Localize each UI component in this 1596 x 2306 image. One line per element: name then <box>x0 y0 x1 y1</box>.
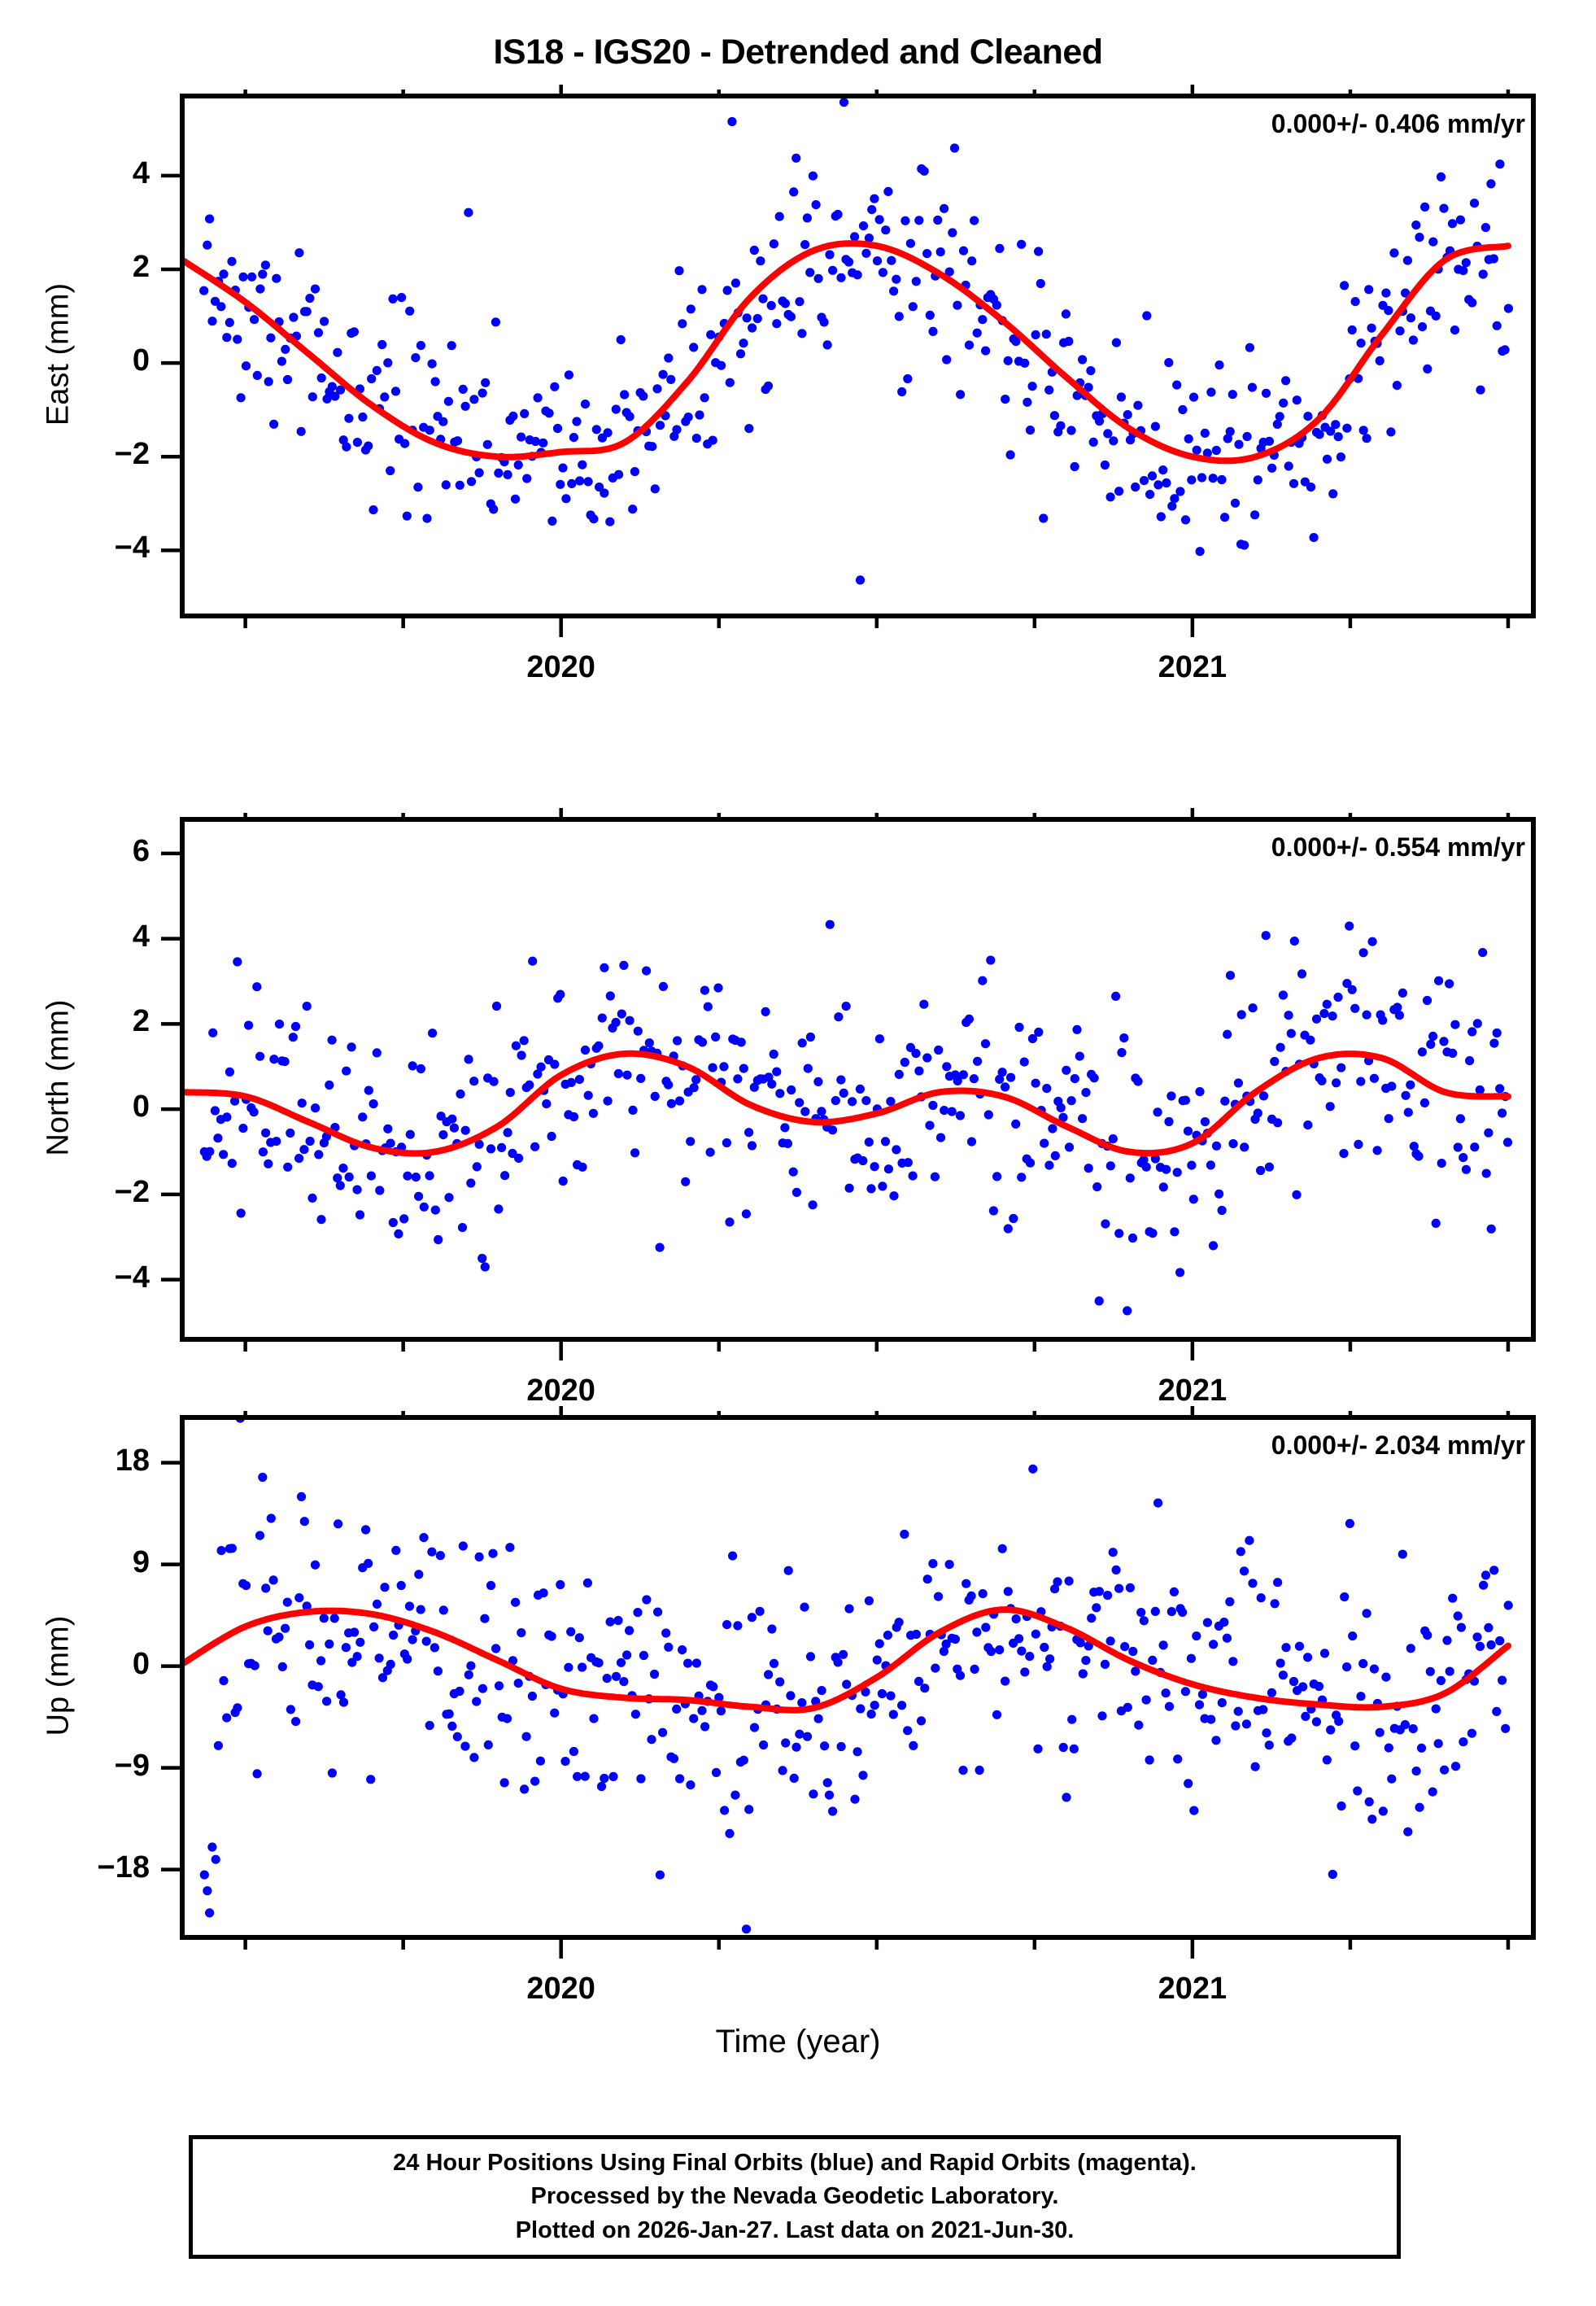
y-tick-label: 0 <box>132 1646 150 1681</box>
y-tick-label: −2 <box>114 1174 150 1209</box>
x-tick-label: 2021 <box>1158 1374 1228 1408</box>
fit-line <box>182 240 1511 465</box>
y-tick-label: 2 <box>132 250 150 284</box>
data-layer <box>182 98 1513 585</box>
scatter-points <box>199 98 1513 585</box>
x-tick-label: 2021 <box>1158 1972 1228 2006</box>
data-layer <box>182 919 1513 1316</box>
data-layer <box>182 1417 1513 1934</box>
footer-caption-box: 24 Hour Positions Using Final Orbits (bl… <box>189 2135 1401 2259</box>
axes-east <box>161 85 1536 637</box>
axes-frame <box>180 1415 1536 1940</box>
rate-annotation-north: 0.000+/- 0.554 mm/yr <box>1271 832 1525 862</box>
axes-north <box>161 808 1536 1360</box>
y-tick-label: −2 <box>114 437 150 472</box>
x-tick-label: 2021 <box>1158 650 1228 684</box>
y-tick-label: 2 <box>132 1004 150 1039</box>
y-tick-label: 6 <box>132 833 150 868</box>
footer-line-1: 24 Hour Positions Using Final Orbits (bl… <box>393 2150 1197 2177</box>
y-tick-label: 4 <box>132 155 150 190</box>
y-tick-label: −4 <box>114 531 150 566</box>
rate-annotation-east: 0.000+/- 0.406 mm/yr <box>1271 109 1525 138</box>
x-tick-label: 2020 <box>526 1972 595 2006</box>
y-tick-label: −9 <box>114 1748 150 1783</box>
fit-line <box>182 1606 1511 1714</box>
y-tick-label: 0 <box>132 343 150 378</box>
y-tick-label: −4 <box>114 1260 150 1295</box>
y-tick-label: 0 <box>132 1090 150 1125</box>
footer-line-3: Plotted on 2026-Jan-27. Last data on 202… <box>515 2216 1075 2243</box>
scatter-points <box>199 1417 1513 1934</box>
axes-frame <box>180 94 1536 618</box>
y-tick-label: 4 <box>132 919 150 954</box>
y-tick-label: 9 <box>132 1544 150 1579</box>
y-tick-label: −18 <box>97 1850 150 1885</box>
rate-annotation-up: 0.000+/- 2.034 mm/yr <box>1271 1430 1525 1460</box>
footer-line-2: Processed by the Nevada Geodetic Laborat… <box>530 2183 1059 2210</box>
axes-frame <box>180 817 1536 1342</box>
x-tick-label: 2020 <box>526 1374 595 1408</box>
y-tick-label: 18 <box>115 1443 150 1478</box>
fit-line <box>182 1050 1511 1157</box>
x-tick-label: 2020 <box>526 650 595 684</box>
x-axis-label: Time (year) <box>715 2024 881 2059</box>
axes-up <box>161 1406 1536 1959</box>
page-title: IS18 - IGS20 - Detrended and Cleaned <box>493 33 1103 72</box>
